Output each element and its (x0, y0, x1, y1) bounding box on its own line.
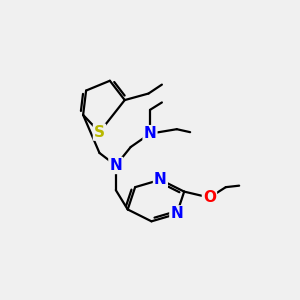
Text: S: S (94, 125, 105, 140)
Text: N: N (170, 206, 183, 221)
Text: N: N (144, 126, 156, 141)
Text: O: O (203, 190, 216, 205)
Text: N: N (110, 158, 122, 173)
Text: N: N (154, 172, 167, 187)
